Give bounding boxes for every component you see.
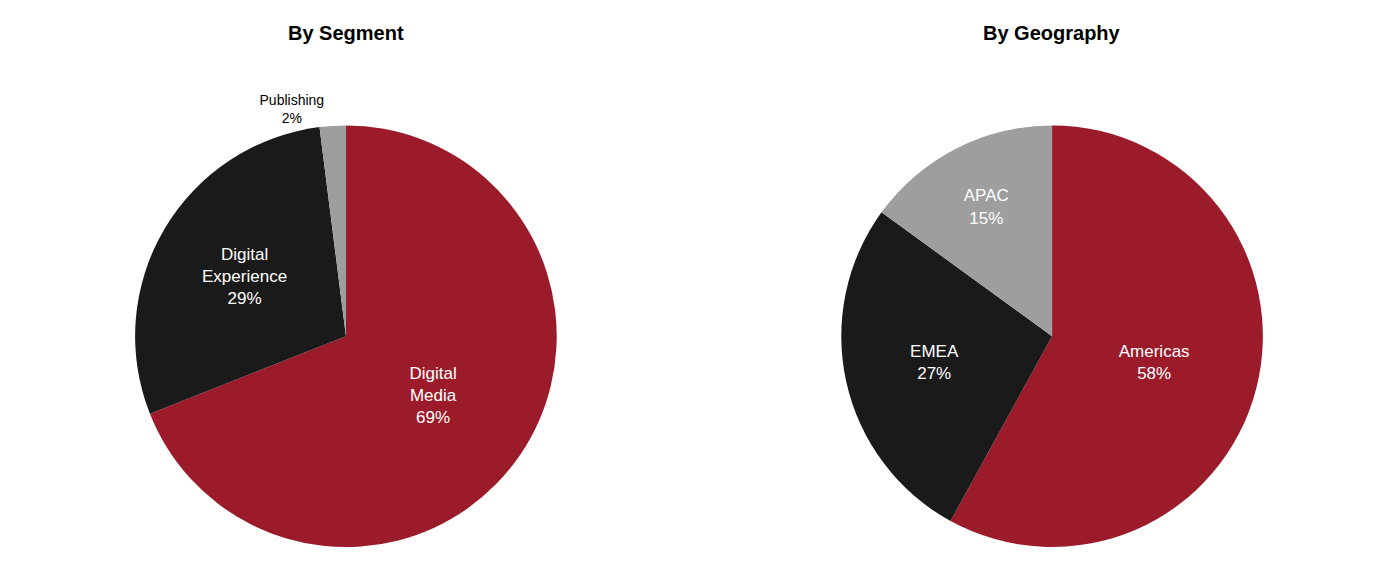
svg-text:By Segment: By Segment [288,22,404,44]
svg-text:By Geography: By Geography [983,22,1121,44]
svg-text:EMEA27%: EMEA27% [910,342,959,383]
svg-text:DigitalMedia69%: DigitalMedia69% [409,364,456,427]
svg-text:DigitalExperience29%: DigitalExperience29% [202,245,287,308]
svg-text:APAC15%: APAC15% [964,186,1009,227]
svg-text:Americas58%: Americas58% [1119,342,1190,383]
svg-text:Publishing2%: Publishing2% [260,92,325,126]
